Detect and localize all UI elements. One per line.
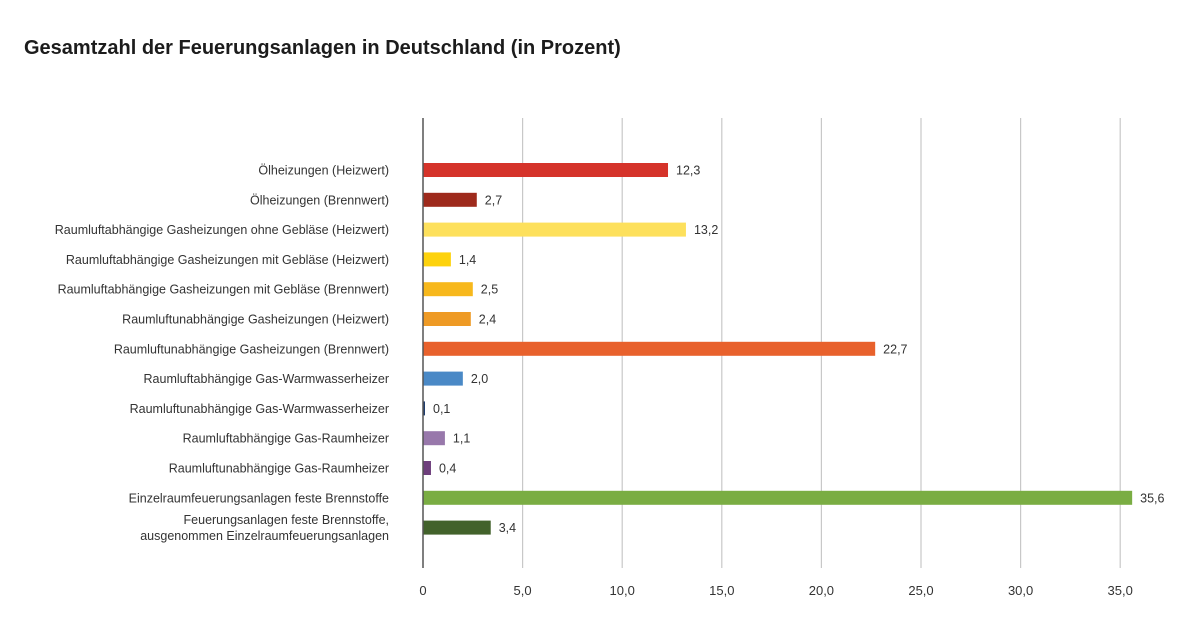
category-label: Einzelraumfeuerungsanlagen feste Brennst… xyxy=(129,491,389,505)
x-tick-label: 5,0 xyxy=(514,583,532,598)
bar xyxy=(423,192,477,207)
bar xyxy=(423,401,425,416)
bar xyxy=(423,222,686,237)
bar xyxy=(423,371,463,386)
x-tick-label: 20,0 xyxy=(809,583,834,598)
data-label: 0,4 xyxy=(439,462,456,476)
data-label: 35,6 xyxy=(1140,491,1164,505)
category-label: Ölheizungen (Brennwert) xyxy=(250,193,389,207)
data-label: 13,2 xyxy=(694,223,718,237)
bar xyxy=(423,341,876,356)
chart-title: Gesamtzahl der Feuerungsanlagen in Deuts… xyxy=(24,37,621,59)
category-label: Raumluftunabhängige Gas-Raumheizer xyxy=(169,462,389,476)
bars xyxy=(423,163,1133,535)
category-label: Raumluftunabhängige Gasheizungen (Heizwe… xyxy=(122,313,389,327)
data-label: 2,4 xyxy=(479,313,496,327)
data-label: 0,1 xyxy=(433,402,450,416)
category-label: Raumluftabhängige Gasheizungen mit Geblä… xyxy=(66,253,389,267)
category-label: Raumluftabhängige Gasheizungen ohne Gebl… xyxy=(55,223,389,237)
bar xyxy=(423,312,471,326)
data-label: 1,1 xyxy=(453,432,470,446)
data-label: 2,0 xyxy=(471,372,488,386)
category-label: Raumluftabhängige Gas-Warmwasserheizer xyxy=(144,372,389,386)
x-tick-label: 15,0 xyxy=(709,583,734,598)
data-label: 3,4 xyxy=(499,521,516,535)
category-label: Raumluftabhängige Gas-Raumheizer xyxy=(183,432,389,446)
category-label: Ölheizungen (Heizwert) xyxy=(258,164,389,178)
bar xyxy=(423,520,491,535)
bar xyxy=(423,431,445,446)
data-label: 12,3 xyxy=(676,164,700,178)
category-label: Raumluftunabhängige Gasheizungen (Brennw… xyxy=(114,342,389,356)
x-tick-label: 30,0 xyxy=(1008,583,1033,598)
bar xyxy=(423,163,669,177)
category-label: Raumluftabhängige Gasheizungen mit Geblä… xyxy=(58,283,389,297)
bar xyxy=(423,490,1133,505)
data-label: 1,4 xyxy=(459,253,476,267)
bar xyxy=(423,252,451,267)
bar xyxy=(423,461,431,475)
data-label: 22,7 xyxy=(883,342,907,356)
category-label: Feuerungsanlagen feste Brennstoffe, ausge… xyxy=(140,513,389,543)
data-label: 2,5 xyxy=(481,283,498,297)
category-label: Raumluftunabhängige Gas-Warmwasserheizer xyxy=(130,402,389,416)
x-tick-label: 25,0 xyxy=(908,583,933,598)
x-tick-label: 35,0 xyxy=(1108,583,1133,598)
x-tick-label: 10,0 xyxy=(610,583,635,598)
x-tick-label: 0 xyxy=(419,583,426,598)
data-label: 2,7 xyxy=(485,193,502,207)
bar xyxy=(423,282,473,297)
labels: 0 5,0 10,0 15,0 20,0 25,0 30,0 35,0 12,3 Ölheizun… xyxy=(55,164,1165,599)
